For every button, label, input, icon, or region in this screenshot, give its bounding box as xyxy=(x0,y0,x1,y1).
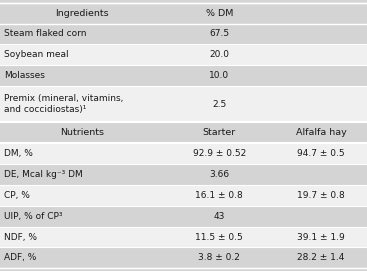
Bar xyxy=(163,247,275,268)
Bar xyxy=(0,185,163,206)
Text: CP, %: CP, % xyxy=(4,191,30,200)
Bar xyxy=(0,247,163,268)
Text: Steam flaked corn: Steam flaked corn xyxy=(4,30,87,38)
Bar xyxy=(0,227,163,247)
Bar xyxy=(163,3,275,24)
Bar xyxy=(163,227,275,247)
Text: 11.5 ± 0.5: 11.5 ± 0.5 xyxy=(195,233,243,241)
Text: 28.2 ± 1.4: 28.2 ± 1.4 xyxy=(297,253,345,262)
Bar xyxy=(275,122,367,143)
Bar xyxy=(0,44,163,65)
Bar xyxy=(0,206,163,227)
Bar xyxy=(275,65,367,86)
Text: 92.9 ± 0.52: 92.9 ± 0.52 xyxy=(193,149,246,158)
Bar xyxy=(0,143,163,164)
Text: Ingredients: Ingredients xyxy=(55,9,109,18)
Bar xyxy=(275,24,367,44)
Bar xyxy=(275,206,367,227)
Bar xyxy=(275,247,367,268)
Text: Starter: Starter xyxy=(203,128,236,137)
Bar xyxy=(275,227,367,247)
Text: UIP, % of CP³: UIP, % of CP³ xyxy=(4,212,63,221)
Bar xyxy=(163,143,275,164)
Text: Alfalfa hay: Alfalfa hay xyxy=(296,128,346,137)
Bar xyxy=(163,86,275,122)
Bar xyxy=(275,185,367,206)
Bar xyxy=(163,185,275,206)
Text: DM, %: DM, % xyxy=(4,149,33,158)
Text: Premix (mineral, vitamins,
and coccidiostas)¹: Premix (mineral, vitamins, and coccidios… xyxy=(4,94,124,114)
Text: Soybean meal: Soybean meal xyxy=(4,50,69,59)
Text: 10.0: 10.0 xyxy=(209,71,229,80)
Text: Nutrients: Nutrients xyxy=(60,128,103,137)
Bar xyxy=(275,3,367,24)
Bar xyxy=(163,44,275,65)
Bar xyxy=(163,65,275,86)
Text: 20.0: 20.0 xyxy=(209,50,229,59)
Text: ADF, %: ADF, % xyxy=(4,253,37,262)
Bar xyxy=(275,143,367,164)
Bar xyxy=(0,122,163,143)
Text: 16.1 ± 0.8: 16.1 ± 0.8 xyxy=(195,191,243,200)
Bar xyxy=(163,206,275,227)
Bar xyxy=(275,44,367,65)
Text: 39.1 ± 1.9: 39.1 ± 1.9 xyxy=(297,233,345,241)
Text: 3.66: 3.66 xyxy=(209,170,229,179)
Bar xyxy=(0,86,163,122)
Text: NDF, %: NDF, % xyxy=(4,233,37,241)
Bar xyxy=(0,164,163,185)
Text: DE, Mcal kg⁻³ DM: DE, Mcal kg⁻³ DM xyxy=(4,170,83,179)
Text: 2.5: 2.5 xyxy=(212,100,226,109)
Bar xyxy=(275,86,367,122)
Text: 43: 43 xyxy=(214,212,225,221)
Text: 67.5: 67.5 xyxy=(209,30,229,38)
Text: 94.7 ± 0.5: 94.7 ± 0.5 xyxy=(297,149,345,158)
Bar xyxy=(275,164,367,185)
Text: % DM: % DM xyxy=(206,9,233,18)
Bar xyxy=(163,24,275,44)
Bar xyxy=(0,65,163,86)
Bar xyxy=(0,24,163,44)
Text: 3.8 ± 0.2: 3.8 ± 0.2 xyxy=(198,253,240,262)
Text: 19.7 ± 0.8: 19.7 ± 0.8 xyxy=(297,191,345,200)
Text: Molasses: Molasses xyxy=(4,71,45,80)
Bar xyxy=(163,122,275,143)
Bar xyxy=(0,3,163,24)
Bar xyxy=(163,164,275,185)
